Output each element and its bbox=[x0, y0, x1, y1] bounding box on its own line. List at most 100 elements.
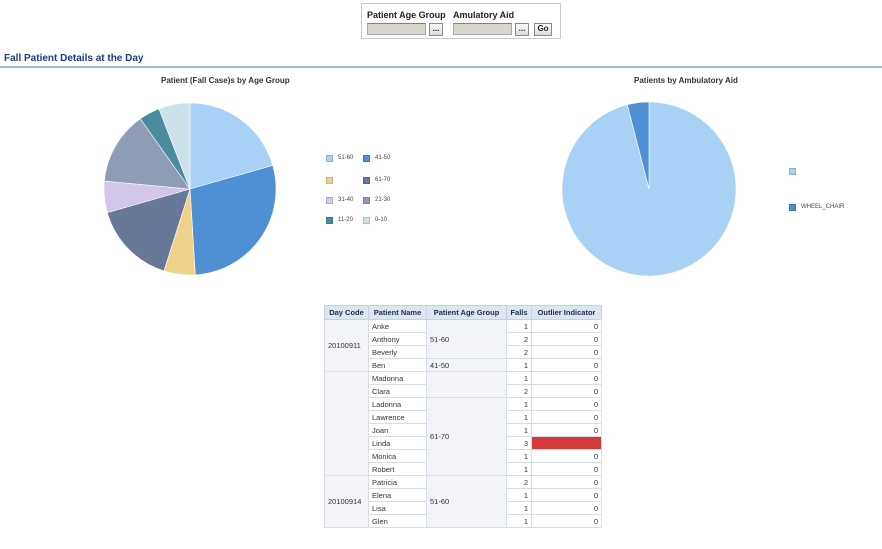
falls-cell: 1 bbox=[506, 371, 532, 385]
outlier-cell: 0 bbox=[531, 423, 602, 437]
patient-name-cell: Lisa bbox=[368, 501, 427, 515]
legend-swatch bbox=[326, 197, 333, 204]
falls-cell: 1 bbox=[506, 462, 532, 476]
patient-name-cell: Joan bbox=[368, 423, 427, 437]
legend-swatch bbox=[789, 204, 796, 211]
table-header-row: Day Code Patient Name Patient Age Group … bbox=[324, 305, 602, 320]
falls-cell: 2 bbox=[506, 345, 532, 359]
patient-name-cell: Ben bbox=[368, 358, 427, 372]
table-row: Monica 1 0 bbox=[325, 449, 602, 463]
table-row: 20100911 Anke 51-60 1 0 bbox=[324, 319, 602, 372]
outlier-cell: 0 bbox=[531, 488, 602, 502]
pie-slice-1-5[interactable] bbox=[104, 118, 191, 190]
patient-name-cell: Anke bbox=[368, 319, 427, 333]
legend-label: 31-40 bbox=[338, 197, 354, 203]
falls-cell: 2 bbox=[506, 475, 532, 489]
falls-cell: 1 bbox=[506, 358, 532, 372]
col-outlier-indicator[interactable]: Outlier Indicator bbox=[531, 305, 602, 320]
table-row: Ladonna 61-70 1 0 bbox=[325, 397, 602, 476]
falls-cell: 1 bbox=[506, 501, 532, 515]
table-row: Lawrence 1 0 bbox=[325, 410, 602, 424]
legend-swatch bbox=[363, 177, 370, 184]
col-falls[interactable]: Falls bbox=[506, 305, 532, 320]
falls-cell: 1 bbox=[506, 488, 532, 502]
age-group-chart-title: Patient (Fall Case)s by Age Group bbox=[161, 76, 290, 85]
day-code-cell bbox=[324, 371, 369, 476]
age-group-cell: 51-60 bbox=[426, 319, 507, 359]
outlier-cell: 0 bbox=[531, 371, 602, 385]
pie-slice-1-0[interactable] bbox=[189, 102, 274, 190]
patient-name-cell: Lawrence bbox=[368, 410, 427, 424]
pie-slice-1-3[interactable] bbox=[106, 188, 191, 272]
day-code-cell: 20100914 bbox=[324, 475, 369, 528]
col-patient-age-group[interactable]: Patient Age Group bbox=[426, 305, 507, 320]
age-group-input[interactable] bbox=[367, 23, 426, 35]
falls-cell: 1 bbox=[506, 514, 532, 528]
age-group-browse-button[interactable]: ... bbox=[429, 23, 443, 36]
age-group-label: Patient Age Group bbox=[367, 10, 446, 20]
fall-details-table: Day Code Patient Name Patient Age Group … bbox=[324, 305, 602, 528]
legend-label: 21-30 bbox=[375, 197, 391, 203]
legend-label: 11-20 bbox=[338, 217, 353, 223]
patient-name-cell: Elena bbox=[368, 488, 427, 502]
pie-slice-2-1[interactable] bbox=[626, 101, 650, 190]
outlier-cell: 0 bbox=[531, 501, 602, 515]
legend-label: 41-50 bbox=[375, 155, 391, 161]
legend-swatch bbox=[326, 217, 333, 224]
col-day-code[interactable]: Day Code bbox=[324, 305, 369, 320]
filter-prompt-panel: Patient Age Group Amulatory Aid ... ... … bbox=[361, 3, 561, 39]
legend-label: WHEEL_CHAIR bbox=[801, 204, 845, 210]
falls-cell: 1 bbox=[506, 423, 532, 437]
patient-name-cell: Monica bbox=[368, 449, 427, 463]
table-row: 20100914 Patricia 51-60 2 0 bbox=[324, 475, 602, 528]
table-row: Ben 41-50 1 0 bbox=[325, 358, 602, 372]
pie-slice-1-1[interactable] bbox=[189, 165, 277, 276]
ambulatory-aid-browse-button[interactable]: ... bbox=[515, 23, 529, 36]
legend-swatch bbox=[363, 217, 370, 224]
falls-cell: 1 bbox=[506, 397, 532, 411]
falls-cell: 1 bbox=[506, 449, 532, 463]
falls-cell: 1 bbox=[506, 410, 532, 424]
outlier-cell: 0 bbox=[531, 475, 602, 489]
day-code-cell: 20100911 bbox=[324, 319, 369, 372]
legend-swatch bbox=[326, 177, 333, 184]
outlier-cell: 0 bbox=[531, 384, 602, 398]
patient-name-cell: Madonna bbox=[368, 371, 427, 385]
ambulatory-aid-chart-title: Patients by Ambulatory Aid bbox=[634, 76, 738, 85]
legend-label: 51-60 bbox=[338, 155, 354, 161]
outlier-cell: 0 bbox=[531, 462, 602, 476]
patient-name-cell: Ladonna bbox=[368, 397, 427, 411]
go-button[interactable]: Go bbox=[534, 23, 552, 36]
falls-cell: 1 bbox=[506, 319, 532, 333]
outlier-cell: 0 bbox=[531, 332, 602, 346]
age-group-cell: 41-50 bbox=[426, 358, 507, 372]
outlier-cell: 0 bbox=[531, 319, 602, 333]
table-row: Beverly 2 0 bbox=[325, 345, 602, 359]
age-group-cell bbox=[426, 371, 507, 398]
legend-label: 0-10 bbox=[375, 217, 388, 223]
outlier-cell-highlighted: 1 bbox=[531, 436, 602, 450]
outlier-cell: 0 bbox=[531, 410, 602, 424]
pie-slice-1-7[interactable] bbox=[158, 102, 191, 190]
patient-name-cell: Glen bbox=[368, 514, 427, 528]
legend-label: 61-70 bbox=[375, 177, 391, 183]
table-row: Glen 1 0 bbox=[325, 514, 602, 528]
patient-name-cell: Beverly bbox=[368, 345, 427, 359]
falls-cell: 3 bbox=[506, 436, 532, 450]
outlier-cell: 0 bbox=[531, 397, 602, 411]
outlier-cell: 0 bbox=[531, 358, 602, 372]
section-title: Fall Patient Details at the Day bbox=[4, 53, 144, 64]
falls-cell: 2 bbox=[506, 332, 532, 346]
patient-name-cell: Robert bbox=[368, 462, 427, 476]
age-group-cell: 61-70 bbox=[426, 397, 507, 476]
table-row: Robert 1 0 bbox=[325, 462, 602, 476]
legend-swatch bbox=[789, 168, 796, 175]
outlier-cell: 0 bbox=[531, 514, 602, 528]
patient-name-cell: Patricia bbox=[368, 475, 427, 489]
legend-swatch bbox=[326, 155, 333, 162]
legend-swatch bbox=[363, 155, 370, 162]
ambulatory-aid-input[interactable] bbox=[453, 23, 512, 35]
col-patient-name[interactable]: Patient Name bbox=[368, 305, 427, 320]
